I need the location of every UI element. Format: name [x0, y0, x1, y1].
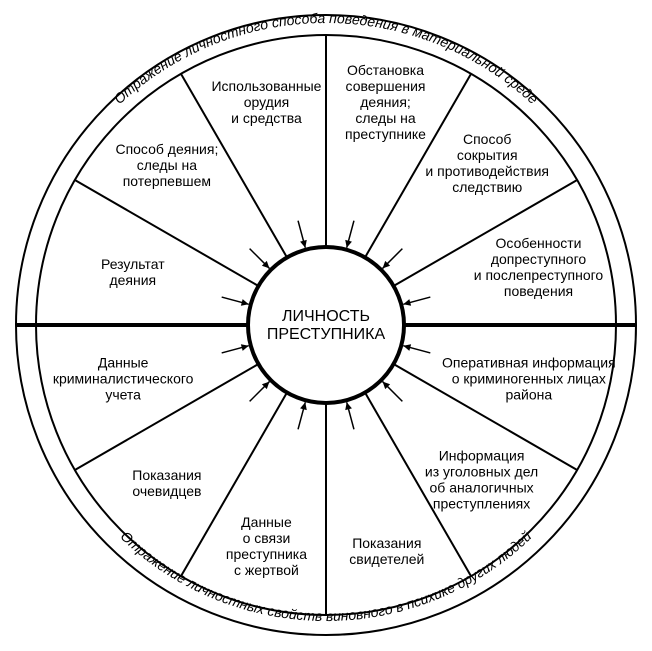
sector-label-5: Показаниясвидетелей: [349, 535, 424, 567]
criminal-identity-diagram: ЛИЧНОСТЬПРЕСТУПНИКАОбстановкасовершенияд…: [0, 0, 652, 651]
sector-label-7: Показанияочевидцев: [132, 467, 201, 499]
center-label: ЛИЧНОСТЬПРЕСТУПНИКА: [267, 308, 386, 343]
sector-label-9: Результатдеяния: [101, 256, 165, 288]
center-circle: [248, 247, 404, 403]
sector-label-4: Информацияиз уголовных делоб аналогичных…: [425, 448, 538, 512]
